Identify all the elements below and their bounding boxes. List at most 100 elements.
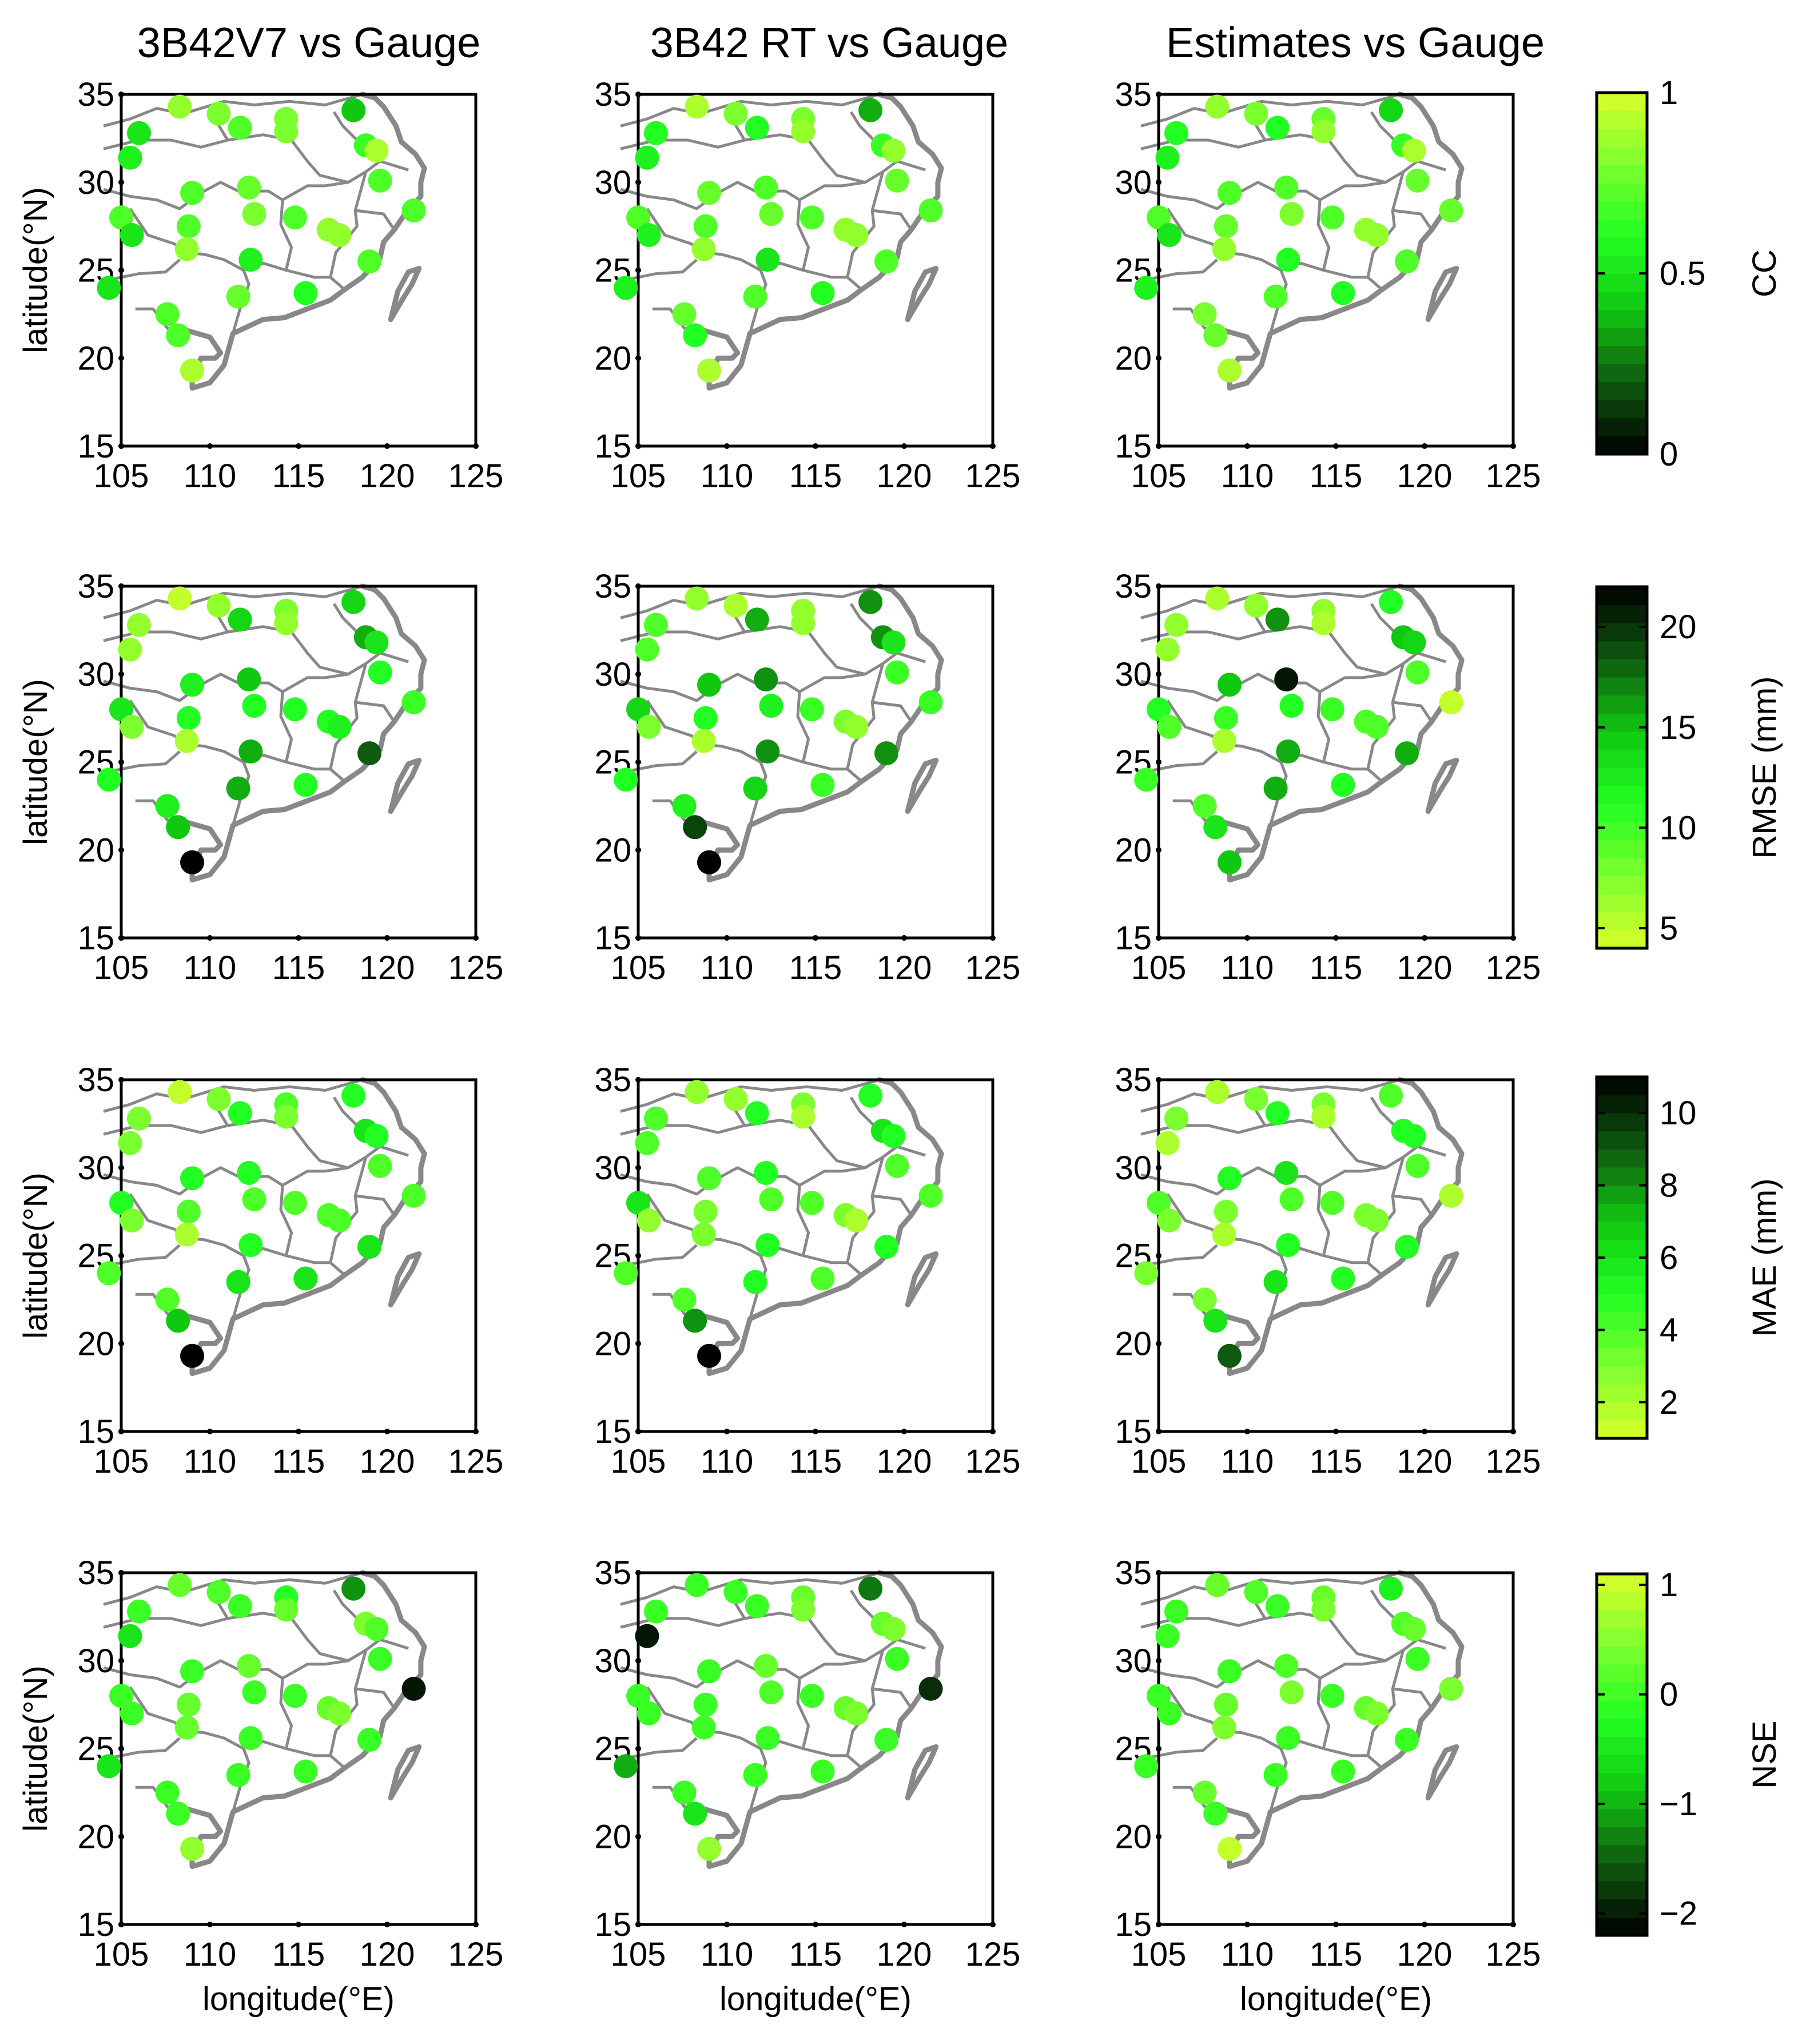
station-point	[176, 214, 201, 238]
y-tick-label: 20	[1115, 1818, 1152, 1855]
station-point	[283, 1191, 307, 1215]
x-tick-label: 115	[1310, 949, 1362, 987]
station-point	[127, 613, 151, 637]
x-tick-label: 115	[272, 1443, 325, 1480]
station-point	[1276, 248, 1300, 272]
station-point	[1134, 768, 1159, 792]
y-tick-mark	[635, 1164, 641, 1171]
station-point	[1311, 1104, 1336, 1129]
province-border	[279, 181, 349, 271]
station-point	[791, 1104, 816, 1129]
y-tick-mark	[1156, 671, 1161, 677]
station-point	[1155, 1624, 1180, 1648]
station-point	[755, 1726, 780, 1751]
station-point	[206, 1087, 231, 1111]
y-tick-label: 20	[1115, 1325, 1152, 1362]
colorbar-swatch	[1597, 731, 1647, 750]
x-tick-mark	[990, 935, 996, 941]
station-point	[799, 205, 824, 230]
y-tick-mark	[1156, 443, 1161, 449]
station-point	[1274, 667, 1299, 691]
province-border	[1149, 1737, 1218, 1759]
y-tick-label: 35	[77, 1061, 114, 1099]
colorbar-tick-label: 10	[1660, 1095, 1697, 1132]
station-point	[626, 1191, 650, 1215]
station-point	[1274, 1161, 1299, 1185]
station-point	[1203, 1309, 1228, 1333]
province-border	[129, 1193, 346, 1276]
station-point	[206, 1580, 231, 1604]
station-point	[874, 1235, 898, 1259]
station-point	[693, 214, 718, 238]
y-tick-label: 15	[1115, 920, 1152, 957]
plot-frame	[1157, 93, 1515, 448]
station-point	[1320, 1684, 1344, 1708]
x-axis-label: longitude(°E)	[1240, 1981, 1432, 2018]
colorbar-swatch	[1597, 713, 1647, 732]
y-tick-label: 30	[1115, 1150, 1152, 1187]
y-tick-mark	[1156, 1834, 1161, 1840]
station-point	[1379, 98, 1403, 122]
x-tick-label: 115	[1310, 458, 1362, 495]
station-point	[1155, 637, 1180, 662]
y-tick-mark	[1156, 759, 1161, 765]
station-point	[1265, 1101, 1290, 1126]
y-tick-mark	[635, 1745, 641, 1752]
y-tick-mark	[1156, 92, 1161, 97]
y-tick-label: 15	[594, 1413, 631, 1450]
station-point	[697, 358, 721, 383]
y-tick-mark	[1156, 1745, 1161, 1752]
colorbar-tick-label: 10	[1660, 809, 1697, 846]
x-tick-label: 105	[1131, 1936, 1187, 1973]
y-tick-mark	[1156, 1570, 1161, 1576]
station-point	[283, 205, 307, 230]
province-border	[1316, 1166, 1386, 1256]
station-point	[120, 1701, 144, 1725]
province-border	[1316, 181, 1386, 271]
station-point	[743, 776, 767, 801]
province-border	[1392, 701, 1433, 723]
station-point	[1439, 690, 1463, 714]
x-tick-label: 120	[1397, 1936, 1453, 1973]
y-tick-label: 30	[594, 164, 631, 201]
station-point	[1214, 214, 1238, 238]
colorbar-tick-label: 1	[1660, 74, 1678, 112]
colorbar-swatch	[1597, 1402, 1647, 1421]
station-point	[127, 121, 151, 145]
y-tick-mark	[1156, 1429, 1161, 1434]
coastline	[699, 1077, 944, 1376]
station-point	[176, 1692, 201, 1717]
province-border	[355, 701, 396, 723]
coastline	[1220, 1077, 1465, 1376]
station-point	[644, 121, 668, 145]
coastline	[182, 583, 427, 882]
station-point	[754, 1161, 778, 1185]
station-point	[1218, 1659, 1242, 1684]
station-point	[1203, 815, 1228, 840]
station-point	[206, 593, 231, 618]
colorbar-swatch	[1597, 1755, 1647, 1773]
station-point	[693, 1199, 718, 1224]
y-tick-mark	[635, 935, 641, 941]
station-point	[1244, 593, 1268, 618]
province-border	[872, 1687, 913, 1709]
station-point	[1244, 101, 1268, 126]
station-point	[874, 249, 898, 274]
y-tick-label: 20	[77, 1818, 114, 1855]
y-tick-label: 35	[77, 568, 114, 605]
colorbar-tick-label: 0	[1660, 436, 1678, 473]
x-tick-mark	[813, 935, 818, 941]
colorbar-frame	[1595, 585, 1649, 950]
station-point	[844, 1208, 869, 1232]
y-tick-label: 15	[77, 428, 114, 465]
y-tick-mark	[635, 671, 641, 677]
station-point	[327, 223, 352, 247]
station-point	[238, 248, 263, 272]
x-tick-mark	[207, 1429, 213, 1434]
station-point	[228, 116, 252, 140]
province-border	[846, 171, 885, 278]
station-point	[293, 773, 318, 797]
station-point	[1279, 1680, 1304, 1705]
